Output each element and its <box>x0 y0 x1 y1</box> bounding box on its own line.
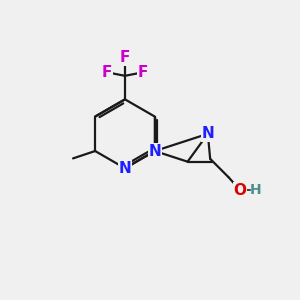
Text: N: N <box>201 126 214 141</box>
Text: H: H <box>250 183 261 197</box>
Text: N: N <box>118 161 131 176</box>
Text: N: N <box>148 143 161 158</box>
Text: O: O <box>234 183 247 198</box>
Text: F: F <box>101 65 112 80</box>
Text: F: F <box>120 50 130 65</box>
Text: F: F <box>138 65 148 80</box>
